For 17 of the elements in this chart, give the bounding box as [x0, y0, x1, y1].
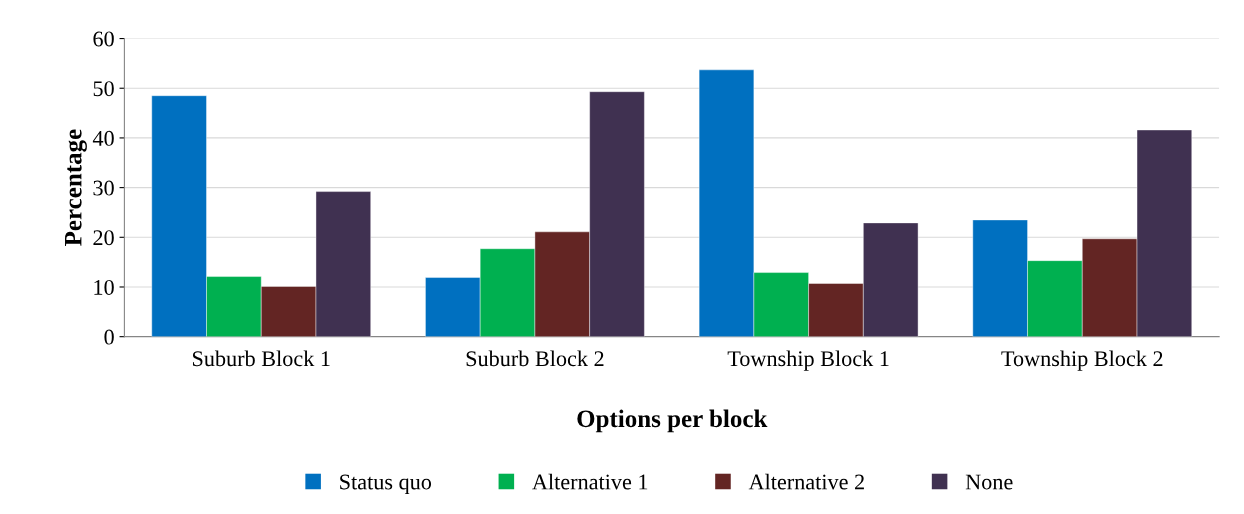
x-tick-label: Suburb Block 1	[192, 350, 330, 367]
y-tick-label: 0	[104, 329, 114, 345]
y-axis-title: Percentage	[65, 129, 87, 246]
legend-label: Status quo	[340, 474, 432, 494]
x-tick-label: Township Block 1	[727, 350, 889, 371]
y-tick-label: 40	[92, 130, 114, 146]
y-tick-label: 60	[93, 31, 114, 47]
legend-label: None	[965, 474, 1013, 490]
y-tick-label: 10	[94, 279, 114, 295]
legend-label: Alternative 2	[748, 473, 864, 490]
y-tick-label: 20	[93, 230, 114, 246]
y-tick-label: 50	[93, 81, 114, 97]
legend-label: Alternative 1	[532, 473, 648, 490]
x-axis-title: Options per block	[577, 409, 768, 433]
x-tick-label: Township Block 2	[1001, 350, 1163, 371]
y-tick-label: 30	[93, 180, 114, 196]
x-tick-label: Suburb Block 2	[466, 350, 604, 367]
